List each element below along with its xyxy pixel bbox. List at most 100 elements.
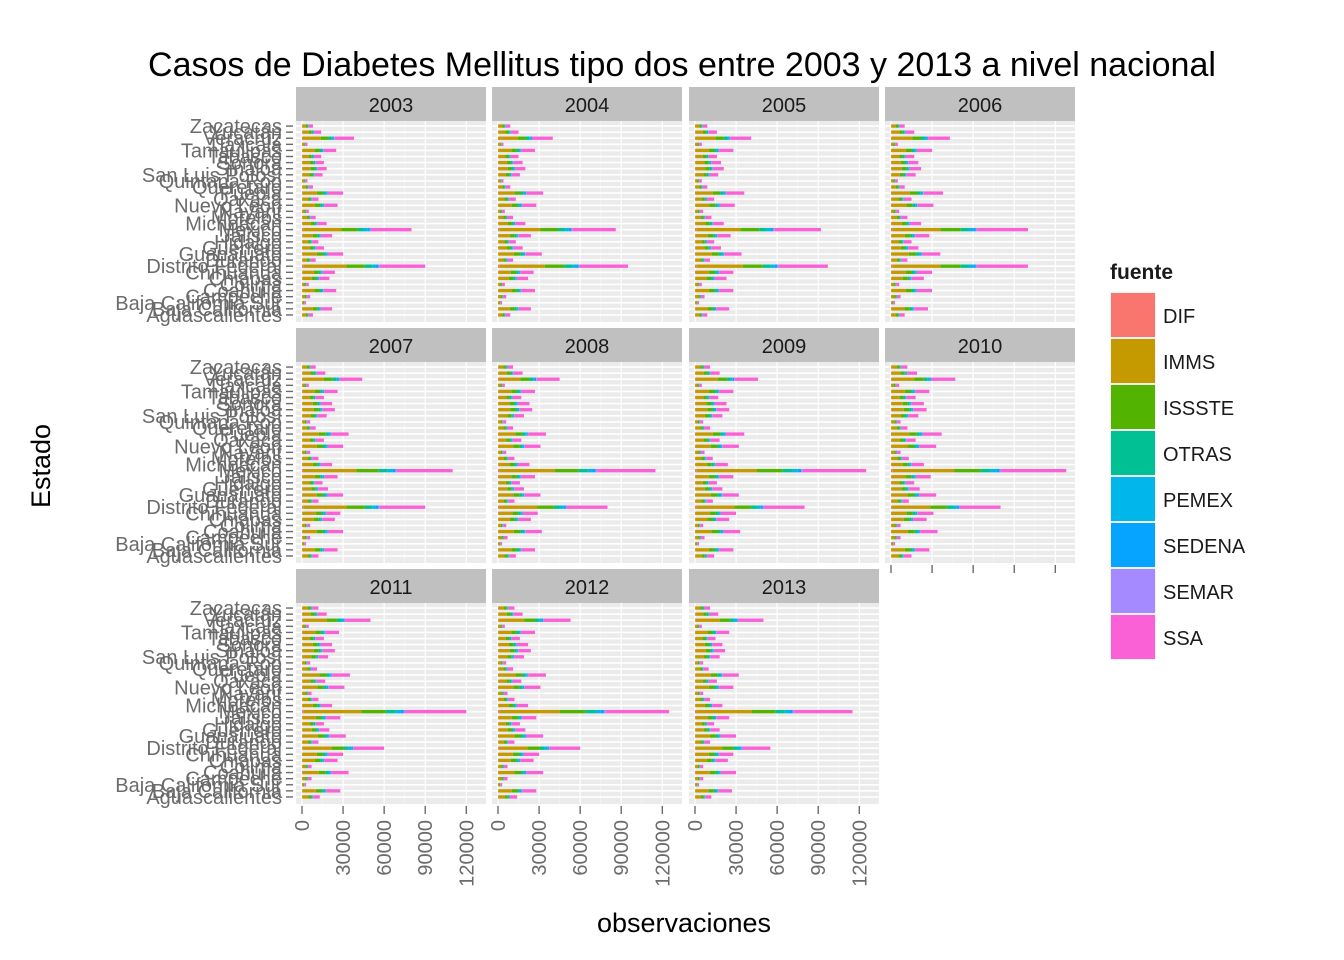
bar-segment-imms (302, 154, 309, 159)
y-tick-label: Sinaloa (215, 159, 283, 181)
bar-segment-imms (891, 294, 895, 299)
bar-segment-ssa (323, 148, 337, 153)
bar-segment-sedena (400, 709, 404, 714)
bar-segment-ssa (713, 649, 726, 653)
bar-segment-pemex (714, 630, 716, 635)
bar-segment-pemex (705, 197, 707, 201)
bar-segment-otras (511, 487, 513, 491)
bar-segment-sedena (956, 505, 959, 509)
bar-segment-ssa (720, 511, 737, 515)
bar-segment-imms (302, 456, 308, 461)
bar-segment-issste (537, 505, 554, 509)
bar-segment-imms (695, 493, 711, 497)
bar-segment-semar (369, 227, 372, 232)
bar-segment-otras (505, 215, 507, 220)
bar-segment-otras (714, 685, 717, 689)
bar-segment-ssa (705, 215, 712, 220)
bar-segment-otras (502, 691, 504, 696)
y-tick-label: México (219, 461, 282, 483)
bar-segment-otras (321, 716, 324, 720)
bar-segment-otras (708, 487, 711, 491)
bar-segment-imms (891, 130, 900, 134)
bar-segment-issste (307, 240, 311, 244)
bar-segment-pemex (792, 468, 798, 473)
bar-segment-imms (695, 679, 703, 683)
bar-segment-otras (909, 307, 913, 311)
y-tick-label: Michoacán (185, 455, 282, 477)
bar-segment-semar (792, 709, 795, 714)
bar-segment-issste (505, 722, 510, 726)
bar-segment-pemex (709, 160, 711, 165)
bar-segment-issste (706, 401, 712, 406)
bar-segment-pemex (904, 154, 905, 159)
bar-segment-semar (565, 505, 568, 509)
bar-segment-issste (901, 167, 907, 171)
bar-segment-ssa (699, 383, 702, 388)
bar-segment-otras (519, 444, 523, 448)
bar-segment-pemex (519, 148, 521, 153)
bar-segment-ssa (706, 499, 713, 503)
bar-segment-otras (520, 252, 523, 256)
bar-segment-imms (695, 703, 705, 708)
bar-segment-imms (302, 758, 315, 763)
bar-segment-otras (714, 475, 717, 479)
bar-segment-ssa (906, 438, 916, 442)
bar-segment-sedena (541, 618, 543, 622)
bar-segment-pemex (336, 377, 339, 381)
bar-segment-ssa (521, 548, 535, 552)
bar-segment-issste (513, 529, 521, 534)
bar-segment-imms (891, 529, 908, 534)
bar-segment-issste (909, 191, 918, 195)
bar-segment-otras (310, 499, 312, 503)
bar-segment-issste (554, 468, 579, 473)
bar-segment-issste (707, 408, 713, 412)
bar-segment-imms (695, 776, 698, 781)
bar-segment-sedena (922, 191, 924, 195)
bar-segment-ssa (503, 661, 507, 665)
bar-segment-pemex (909, 276, 911, 281)
bar-segment-otras (510, 160, 513, 165)
bar-segment-pemex (707, 154, 709, 159)
bar-segment-pemex (512, 414, 514, 418)
legend-key (1111, 431, 1155, 475)
bar-segment-issste (499, 179, 501, 183)
bar-segment-pemex (726, 136, 729, 140)
bar-segment-imms (302, 548, 315, 552)
bar-segment-imms (498, 475, 512, 479)
bar-segment-pemex (716, 752, 719, 756)
bar-segment-issste (310, 371, 314, 375)
bar-segment-ssa (312, 697, 319, 702)
bar-segment-imms (498, 764, 502, 769)
bar-segment-otras (702, 258, 704, 262)
bar-segment-issste (700, 258, 703, 262)
bar-segment-imms (302, 252, 317, 256)
legend-label: IMMS (1163, 352, 1215, 374)
bar-segment-otras (901, 554, 903, 558)
bar-segment-imms (302, 179, 304, 183)
y-tick-label: Colima (220, 274, 283, 296)
bar-segment-pemex (901, 456, 902, 461)
bar-segment-otras (706, 481, 708, 485)
bar-segment-ssa (308, 776, 312, 781)
bar-segment-ssa (332, 673, 350, 677)
bar-segment-imms (695, 649, 706, 653)
bar-segment-ssa (517, 462, 530, 467)
bar-segment-pemex (912, 389, 915, 394)
bar-segment-ssa (719, 270, 734, 274)
bar-segment-ssa (701, 535, 705, 540)
y-tick-label: Yucatán (210, 604, 282, 626)
bar-segment-imms (498, 606, 504, 610)
y-tick-label: Coahuila (203, 281, 283, 303)
panel-background (492, 362, 682, 563)
bar-segment-imms (302, 734, 318, 738)
bar-segment-otras (516, 630, 520, 635)
bar-segment-otras (516, 270, 519, 274)
bar-segment-imms (498, 408, 511, 412)
bar-segment-otras (910, 389, 913, 394)
y-tick-label: Nayarit (219, 683, 283, 705)
bar-segment-imms (302, 258, 307, 262)
bar-segment-dif (695, 505, 697, 509)
bar-segment-ssa (324, 389, 338, 394)
bar-segment-sedena (710, 246, 712, 250)
